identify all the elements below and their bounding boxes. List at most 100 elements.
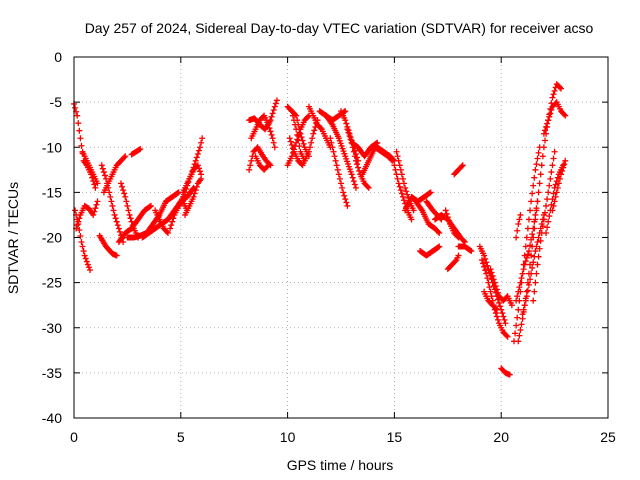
data-point bbox=[119, 183, 126, 190]
data-point bbox=[348, 171, 355, 178]
series-arc-26 bbox=[305, 103, 334, 151]
series-arc-56 bbox=[540, 99, 569, 137]
data-point bbox=[113, 252, 120, 259]
data-point bbox=[516, 216, 523, 223]
data-point bbox=[522, 258, 529, 265]
data-point bbox=[537, 237, 544, 244]
data-point bbox=[543, 229, 550, 236]
data-point bbox=[271, 144, 278, 151]
data-point bbox=[332, 157, 339, 164]
data-point bbox=[303, 153, 310, 160]
data-point bbox=[541, 137, 548, 144]
data-point bbox=[503, 332, 510, 339]
data-point bbox=[513, 322, 520, 329]
data-point bbox=[410, 207, 417, 214]
data-point bbox=[292, 111, 299, 118]
data-point bbox=[392, 166, 399, 173]
data-point bbox=[269, 135, 276, 142]
x-tick-label: 0 bbox=[70, 429, 78, 445]
data-point bbox=[553, 189, 560, 196]
data-point bbox=[546, 182, 553, 189]
data-point bbox=[199, 135, 206, 142]
data-point bbox=[121, 190, 128, 197]
data-point bbox=[77, 232, 84, 239]
data-point bbox=[297, 130, 304, 137]
data-point bbox=[494, 316, 501, 323]
data-point bbox=[515, 338, 522, 345]
data-point bbox=[483, 270, 490, 277]
data-point bbox=[543, 202, 550, 209]
data-point bbox=[545, 189, 552, 196]
series-arc-55 bbox=[530, 148, 558, 304]
data-point bbox=[270, 107, 277, 114]
data-point bbox=[81, 252, 88, 259]
data-point bbox=[445, 217, 452, 224]
data-point bbox=[100, 169, 107, 176]
data-point bbox=[189, 186, 196, 193]
data-point bbox=[524, 225, 531, 232]
data-point bbox=[296, 126, 303, 133]
data-point bbox=[390, 156, 397, 163]
data-point bbox=[443, 210, 450, 217]
data-point bbox=[247, 162, 254, 169]
data-point bbox=[532, 279, 539, 286]
data-point bbox=[349, 174, 356, 181]
data-point bbox=[534, 239, 541, 246]
data-point bbox=[524, 287, 531, 294]
data-point bbox=[271, 103, 278, 110]
data-point bbox=[398, 171, 405, 178]
data-point bbox=[397, 187, 404, 194]
data-point bbox=[404, 191, 411, 198]
data-point bbox=[304, 113, 311, 120]
data-point bbox=[436, 229, 443, 236]
data-point bbox=[560, 164, 567, 171]
data-point bbox=[351, 147, 358, 154]
data-point bbox=[458, 163, 465, 170]
data-point bbox=[74, 222, 81, 229]
y-tick-label: 0 bbox=[54, 49, 62, 65]
data-point bbox=[534, 155, 541, 162]
data-point bbox=[493, 286, 500, 293]
data-point bbox=[516, 332, 523, 339]
data-point bbox=[399, 193, 406, 200]
series-arc-49 bbox=[487, 266, 515, 309]
data-point bbox=[116, 228, 123, 235]
data-point bbox=[78, 142, 85, 149]
data-point bbox=[391, 162, 398, 169]
data-point bbox=[544, 224, 551, 231]
data-point bbox=[525, 281, 532, 288]
series-arc-10 bbox=[128, 146, 144, 158]
data-point bbox=[527, 276, 534, 283]
data-point bbox=[308, 139, 315, 146]
x-axis-ticks: 0 5 10 15 20 25 bbox=[70, 57, 616, 445]
data-point bbox=[513, 297, 520, 304]
data-point bbox=[272, 100, 279, 107]
data-point bbox=[558, 171, 565, 178]
data-point bbox=[513, 234, 520, 241]
data-point bbox=[333, 162, 340, 169]
data-point bbox=[75, 120, 82, 127]
data-point bbox=[540, 216, 547, 223]
x-axis-label: GPS time / hours bbox=[287, 457, 394, 473]
series-arc-35 bbox=[391, 162, 415, 223]
data-point bbox=[559, 167, 566, 174]
data-point bbox=[504, 333, 511, 340]
data-point bbox=[529, 190, 536, 197]
data-point bbox=[351, 181, 358, 188]
data-point bbox=[492, 283, 499, 290]
data-point bbox=[550, 190, 557, 197]
data-point bbox=[79, 243, 86, 250]
data-point bbox=[528, 252, 535, 259]
data-point bbox=[554, 184, 561, 191]
series-arc-38 bbox=[412, 198, 443, 236]
data-point bbox=[535, 253, 542, 260]
data-point bbox=[346, 132, 353, 139]
series-arc-46 bbox=[476, 243, 509, 327]
data-point bbox=[561, 111, 568, 118]
data-point bbox=[517, 211, 524, 218]
data-point bbox=[91, 208, 98, 215]
data-point bbox=[493, 306, 500, 313]
data-point bbox=[394, 153, 401, 160]
data-point bbox=[72, 104, 79, 111]
data-point bbox=[265, 162, 272, 169]
